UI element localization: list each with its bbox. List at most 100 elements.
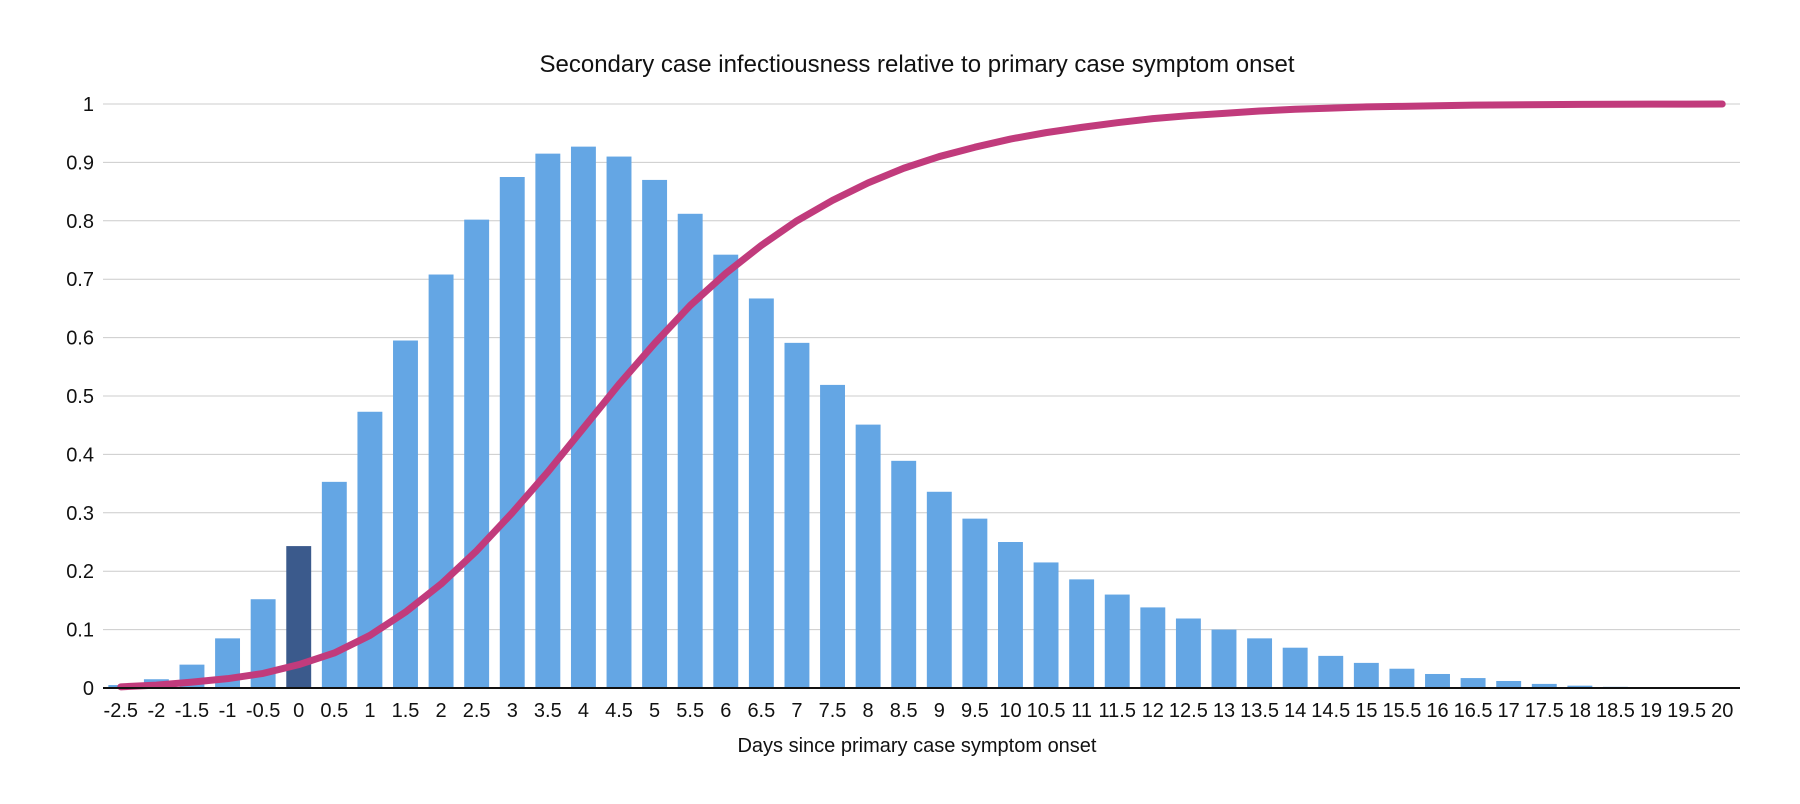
bar xyxy=(1531,683,1557,688)
bar xyxy=(784,342,810,688)
bar xyxy=(499,177,525,688)
bar xyxy=(1282,647,1308,688)
line-series xyxy=(117,100,1726,691)
bar-series xyxy=(108,146,1735,689)
bar xyxy=(713,254,739,688)
bar xyxy=(820,384,845,688)
bar xyxy=(357,411,383,688)
bar xyxy=(1140,607,1166,688)
x-tick-label: 10.5 xyxy=(1027,700,1066,722)
x-tick-label: 15 xyxy=(1355,700,1377,722)
x-tick-label: 11 xyxy=(1071,700,1092,722)
x-tick-label: 0 xyxy=(293,700,304,722)
x-tick-label: 8.5 xyxy=(890,700,918,722)
x-tick-label: 12.5 xyxy=(1169,700,1208,722)
bar xyxy=(891,460,917,688)
x-tick-label: 18 xyxy=(1569,700,1591,722)
bar xyxy=(464,219,490,688)
x-tick-labels: -2.5 -2 -1.5 -1 -0.5 0 0.5 1 1.5 2 2.5 3 3.5 4 4.5 5 5.5… xyxy=(104,700,1734,722)
bar xyxy=(1318,655,1344,688)
bar xyxy=(1425,673,1450,688)
x-tick-label: 17.5 xyxy=(1525,700,1564,722)
y-tick-label: 0.1 xyxy=(66,620,94,642)
x-tick-label: 5 xyxy=(649,700,660,722)
x-tick-label: 13 xyxy=(1213,700,1235,722)
x-tick-label: 9 xyxy=(934,700,945,722)
x-tick-label: 8 xyxy=(863,700,874,722)
bar xyxy=(1567,685,1593,688)
x-tick-label: 7 xyxy=(791,700,802,722)
x-tick-label: 3.5 xyxy=(534,700,562,722)
bar xyxy=(1069,579,1095,688)
x-tick-label: -2 xyxy=(147,700,165,722)
x-tick-label: 11.5 xyxy=(1099,700,1136,722)
grid-lines xyxy=(103,103,1740,631)
x-tick-label: 7.5 xyxy=(819,700,847,722)
bar xyxy=(393,340,418,688)
y-tick-label: 0.4 xyxy=(66,444,94,466)
bar xyxy=(606,156,632,688)
x-tick-label: 13.5 xyxy=(1240,700,1279,722)
bar xyxy=(677,213,703,689)
bar xyxy=(1247,638,1273,688)
bar xyxy=(1496,680,1522,688)
x-tick-label: 5.5 xyxy=(676,700,704,722)
y-tick-label: 0.6 xyxy=(66,328,94,350)
x-tick-label: 19 xyxy=(1640,700,1662,722)
bar xyxy=(962,518,988,688)
bar xyxy=(748,298,774,688)
x-tick-label: 14 xyxy=(1284,700,1306,722)
x-tick-label: 10 xyxy=(999,700,1021,722)
x-tick-label: 6.5 xyxy=(747,700,775,722)
cumulative-line xyxy=(117,100,1726,691)
x-tick-label: 17 xyxy=(1498,700,1520,722)
x-tick-label: 4 xyxy=(578,700,589,722)
x-tick-label: 19.5 xyxy=(1667,700,1706,722)
bar xyxy=(1211,629,1237,688)
y-tick-label: 0 xyxy=(83,678,94,700)
y-tick-label: 0.7 xyxy=(66,269,94,291)
bar xyxy=(855,424,881,688)
bar xyxy=(1353,662,1379,688)
y-tick-labels: 0 0.1 0.2 0.3 0.4 0.5 0.6 0.7 0.8 0.9 1 xyxy=(66,94,94,700)
bar xyxy=(1175,618,1201,688)
chart-title: Secondary case infectiousness relative t… xyxy=(539,51,1294,78)
x-tick-label: -0.5 xyxy=(246,700,280,722)
x-tick-label: 18.5 xyxy=(1596,700,1635,722)
y-tick-label: 0.2 xyxy=(66,561,94,583)
x-tick-label: 4.5 xyxy=(605,700,633,722)
bar xyxy=(1460,678,1486,688)
x-tick-label: 2.5 xyxy=(463,700,491,722)
bar xyxy=(998,542,1023,688)
y-tick-label: 0.3 xyxy=(66,503,94,525)
bar xyxy=(642,179,668,689)
bar xyxy=(428,274,454,688)
x-tick-label: 14.5 xyxy=(1311,700,1350,722)
x-tick-label: 16 xyxy=(1426,700,1448,722)
x-tick-label: 15.5 xyxy=(1382,700,1421,722)
bar xyxy=(1104,594,1130,688)
bar xyxy=(926,491,952,688)
x-tick-label: 6 xyxy=(720,700,731,722)
bar xyxy=(1389,668,1415,688)
x-tick-label: 12 xyxy=(1142,700,1164,722)
x-tick-label: 9.5 xyxy=(961,700,989,722)
bar xyxy=(535,153,561,688)
x-tick-label: -2.5 xyxy=(104,700,138,722)
bar xyxy=(1033,562,1059,688)
x-tick-label: 1 xyxy=(364,700,375,722)
x-tick-label: 20 xyxy=(1711,700,1733,722)
x-tick-label: 1.5 xyxy=(392,700,420,722)
x-tick-label: -1 xyxy=(219,700,237,722)
x-tick-label: 16.5 xyxy=(1454,700,1493,722)
x-tick-label: 2 xyxy=(436,700,447,722)
y-tick-label: 0.8 xyxy=(66,211,94,233)
x-axis-label: Days since primary case symptom onset xyxy=(737,735,1096,757)
y-tick-label: 0.9 xyxy=(66,152,94,174)
x-tick-label: 0.5 xyxy=(320,700,348,722)
y-tick-label: 1 xyxy=(83,94,94,116)
x-tick-label: -1.5 xyxy=(175,700,209,722)
y-tick-label: 0.5 xyxy=(66,386,94,408)
